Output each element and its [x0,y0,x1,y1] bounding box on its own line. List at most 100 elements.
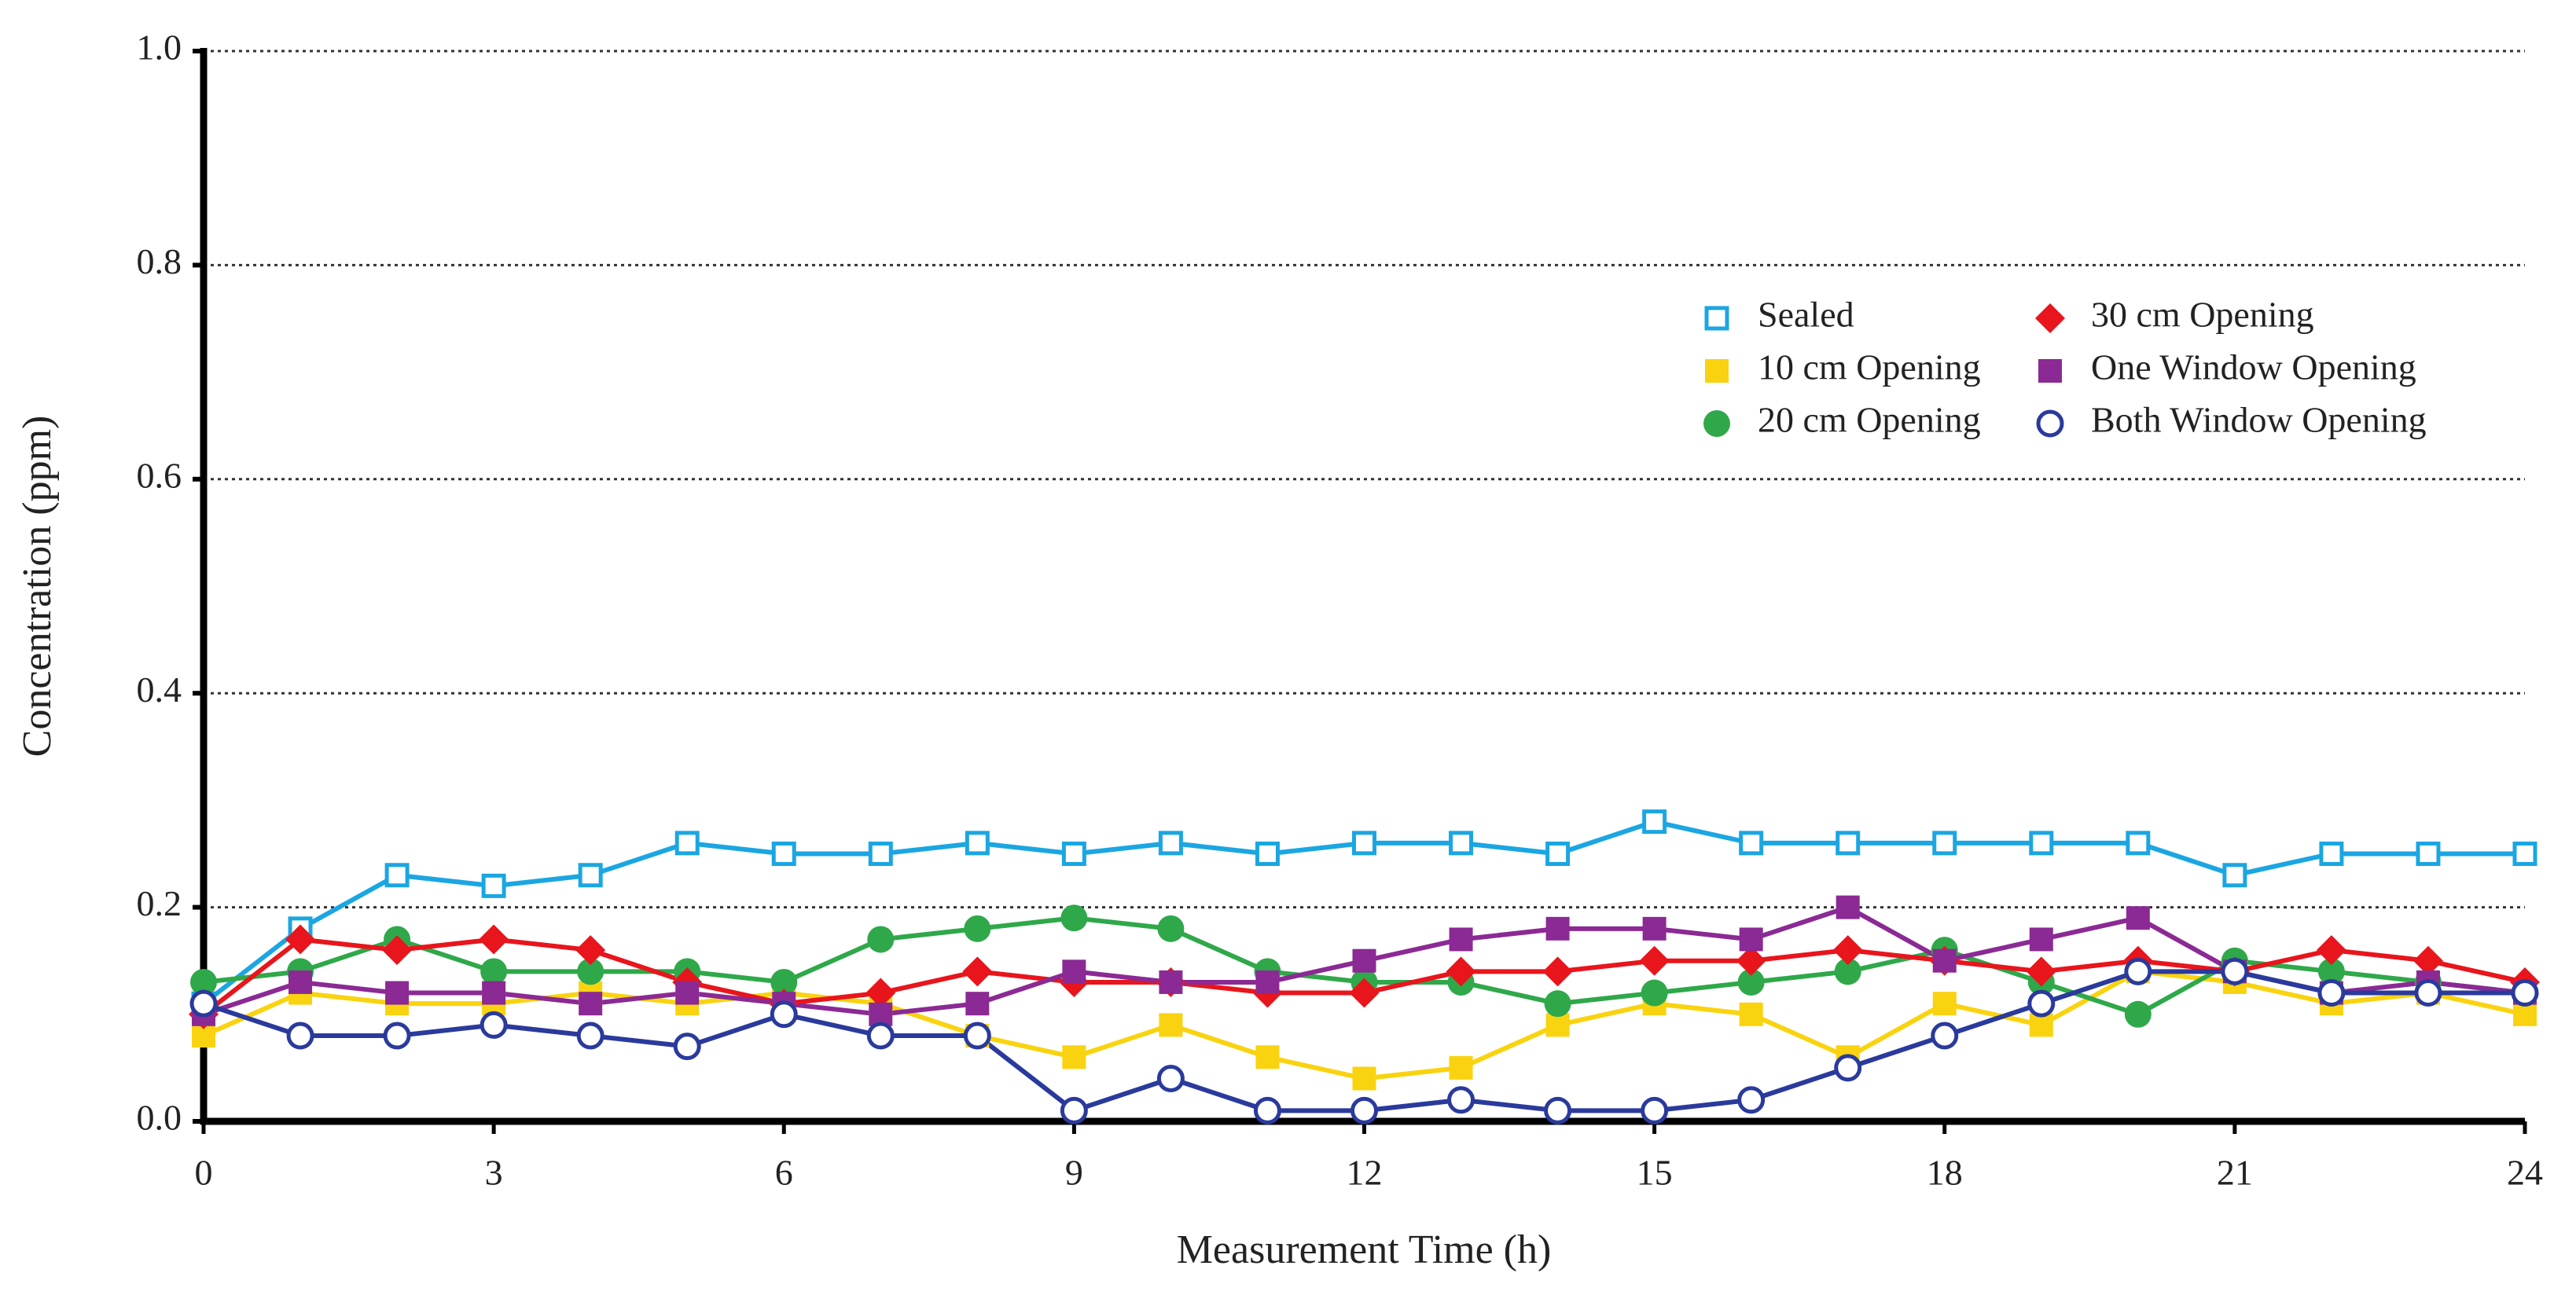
marker [1545,916,1570,941]
marker [1350,1096,1378,1124]
marker [1739,1002,1763,1026]
marker [1255,970,1280,994]
marker [190,968,217,996]
marker [1737,1086,1766,1114]
x-tick-label: 15 [1637,1153,1673,1193]
legend-item: Sealed [1704,295,1854,335]
marker [1449,1055,1473,1080]
marker [579,992,603,1016]
legend-marker [2036,409,2064,438]
marker [2317,979,2346,1007]
marker [1062,1045,1086,1069]
legend-label: 30 cm Opening [2091,295,2314,335]
marker [1642,916,1666,941]
marker [770,968,798,996]
marker [675,981,700,1005]
marker [1255,842,1280,866]
marker [382,935,413,966]
marker [2316,935,2346,966]
marker [866,1022,895,1050]
marker [771,842,796,866]
marker [286,1022,314,1050]
marker [1545,1013,1570,1037]
marker [1641,1096,1669,1124]
marker [384,863,410,888]
y-tick-label: 0.6 [137,455,182,495]
marker [576,1022,604,1050]
marker [1447,1086,1475,1114]
marker [480,1011,508,1039]
legend-item: 30 cm Opening [2035,295,2314,335]
legend-label: Sealed [1758,295,1854,335]
marker [2126,831,2151,856]
marker [2124,957,2152,985]
marker [2414,979,2442,1007]
marker [770,1000,798,1029]
marker [963,1022,991,1050]
marker [2026,956,2056,987]
marker [868,842,893,866]
legend-label: Both Window Opening [2091,400,2427,440]
marker [674,831,700,856]
legend-item: 20 cm Opening [1703,400,1981,440]
marker [1641,979,1668,1007]
marker [1159,970,1183,994]
marker [1159,1013,1183,1037]
marker [2416,842,2441,866]
x-tick-label: 3 [485,1153,503,1193]
y-axis-label: Concentration (ppm) [15,416,60,758]
marker [965,992,990,1016]
marker [1060,904,1088,932]
legend: Sealed 10 cm Opening 20 cm Opening 30 cm Op… [1703,295,2427,440]
marker [1544,990,1571,1018]
marker [1061,842,1086,866]
marker [1642,809,1667,835]
marker [1834,958,1861,985]
marker [1352,1066,1376,1091]
marker [1544,1096,1572,1124]
marker [1156,1065,1185,1093]
marker [673,1033,701,1061]
legend-marker [1703,410,1730,437]
marker [480,958,508,985]
legend-label: One Window Opening [2091,347,2416,387]
marker [1737,968,1765,996]
marker [385,981,410,1005]
marker [1931,1022,1959,1050]
marker [2222,863,2247,888]
x-tick-label: 9 [1065,1153,1083,1193]
marker [1639,945,1670,976]
marker [479,924,509,955]
marker [2319,842,2344,866]
marker [1352,831,1376,856]
marker [2511,979,2539,1007]
marker [2124,1000,2152,1028]
marker [1832,935,1863,966]
marker [189,989,218,1018]
legend-label: 20 cm Opening [1758,400,1981,440]
marker [1449,927,1473,952]
marker [1932,948,1957,973]
marker [2027,989,2056,1018]
marker [1446,956,1476,987]
x-tick-label: 18 [1927,1153,1963,1193]
x-tick-label: 21 [2217,1153,2253,1193]
marker [1158,831,1183,856]
marker [482,981,506,1005]
marker [578,863,603,888]
marker [1449,831,1474,856]
legend-marker [1704,306,1729,331]
marker [288,970,313,994]
marker [1060,1096,1088,1124]
legend-label: 10 cm Opening [1758,347,1981,387]
legend-marker [1705,359,1729,383]
marker [577,958,604,985]
marker [1062,959,1086,984]
marker [1545,842,1571,866]
marker [1352,948,1376,973]
marker [1836,831,1861,856]
marker [1255,1045,1280,1069]
marker [965,831,990,856]
marker [1349,978,1380,1008]
